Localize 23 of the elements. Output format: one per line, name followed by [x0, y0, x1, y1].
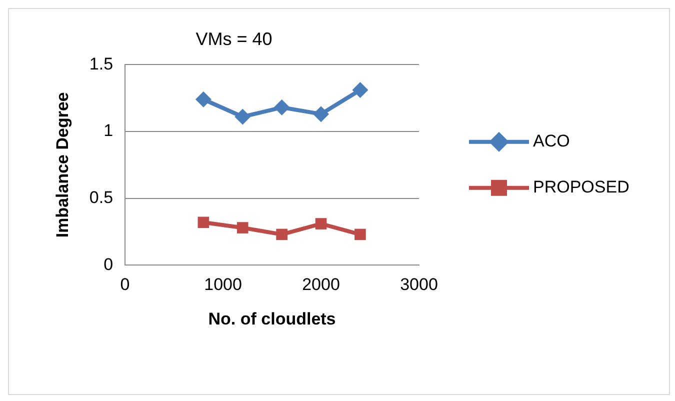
point	[236, 222, 248, 234]
chart-title: VMs = 40	[196, 28, 272, 49]
legend-label: PROPOSED	[533, 178, 630, 197]
point	[234, 108, 251, 125]
point	[315, 218, 327, 230]
x-tick-label: 3000	[400, 275, 438, 294]
x-tick-label: 1000	[204, 275, 242, 294]
x-axis-title: No. of cloudlets	[208, 309, 336, 328]
x-tick-label: 0	[120, 275, 130, 294]
point	[195, 91, 212, 108]
point	[274, 99, 290, 116]
y-tick-label: 0.5	[89, 188, 114, 208]
x-tick-label: 2000	[302, 275, 340, 294]
y-tick-label: 1	[104, 121, 114, 140]
point	[313, 106, 330, 122]
point	[352, 82, 368, 98]
point	[198, 216, 210, 228]
point	[276, 228, 288, 240]
point	[354, 228, 366, 240]
legend-label: ACO	[533, 132, 570, 151]
y-tick-label: 1.5	[89, 54, 114, 74]
y-tick-label: 0	[104, 254, 114, 274]
y-axis-title: Imbalance Degree	[52, 92, 72, 238]
